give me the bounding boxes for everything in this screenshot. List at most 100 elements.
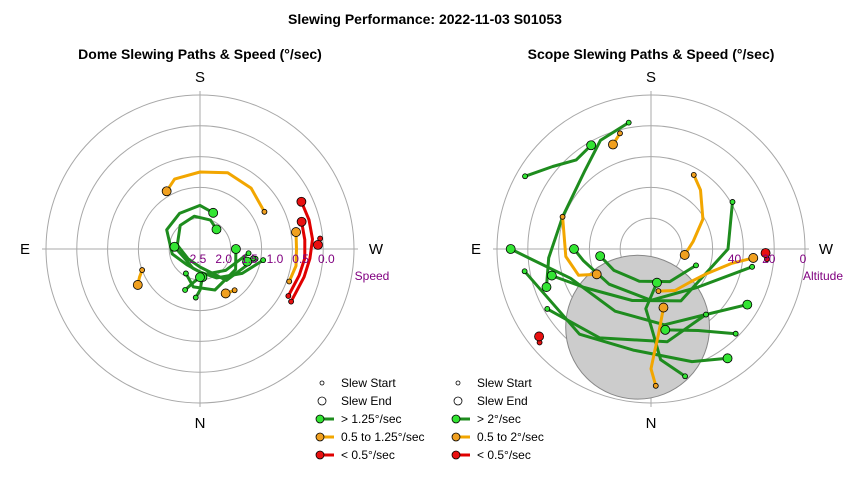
scope-slew-start-point: [521, 268, 528, 275]
scope-legend: Slew Start Slew End > 2°/sec 0.5 to 2°/sec <…: [451, 376, 544, 462]
scope-slew-start-point: [544, 305, 551, 312]
scope-slew-path: [523, 269, 730, 364]
dome-slew-start-point: [182, 270, 189, 277]
dome-slew-end-point: [220, 288, 231, 299]
dome-slew-end-point: [242, 256, 252, 267]
dome-slew-end-point: [161, 186, 172, 197]
dome-radial-tick-label: 0.0: [318, 252, 335, 266]
scope-slew-end-point: [569, 244, 579, 254]
dome-radial-tick-label: 1.0: [267, 252, 284, 266]
dome-slew-start-point: [286, 278, 293, 285]
dome-radial-tick-label: 0.5: [292, 252, 309, 266]
dome-direction-bottom: N: [195, 415, 206, 432]
scope-legend-label: Slew End: [477, 394, 528, 408]
scope-slew-end-point: [505, 244, 516, 254]
dome-legend-marker-symbol: [315, 432, 325, 442]
scope-polar-chart: Scope Slewing Paths & Speed (°/sec) S W …: [451, 46, 843, 462]
dome-direction-left: E: [20, 241, 30, 258]
dome-slew-end-point: [231, 244, 241, 254]
scope-slew-paths: [509, 121, 769, 388]
dome-slew-start-point: [245, 250, 252, 257]
scope-legend-marker-symbol: [451, 450, 461, 460]
dome-legend-label: Slew End: [341, 394, 392, 408]
scope-legend-marker-symbol: [451, 414, 461, 424]
dome-slew-end-point: [169, 241, 180, 252]
dome-slew-start-point: [285, 293, 292, 299]
scope-slew-path: [656, 256, 755, 293]
scope-slew-start-point: [655, 288, 662, 295]
dome-slew-end-point: [132, 280, 143, 290]
dome-slew-start-point: [260, 257, 267, 264]
scope-direction-bottom: N: [646, 415, 657, 432]
dome-slew-path: [287, 230, 298, 283]
scope-radial-tick-label: 0: [800, 252, 807, 266]
scope-slew-path: [509, 247, 708, 327]
dome-radial-ticks: 2.5 2.0 1.5 1.0 0.5 0.0: [190, 252, 335, 266]
scope-radial-tick-label: 20: [762, 252, 776, 266]
dome-slew-markers: [132, 186, 324, 305]
dome-slew-path: [289, 200, 314, 304]
scope-slew-start-point: [559, 213, 566, 220]
dome-slew-end-point: [195, 272, 205, 283]
dome-slew-path: [165, 170, 266, 214]
scope-slew-end-point: [546, 270, 557, 281]
scope-slew-start-point: [729, 199, 736, 205]
scope-slew-path: [649, 306, 665, 388]
scope-chart-title: Scope Slewing Paths & Speed (°/sec): [528, 46, 775, 62]
dome-direction-right: W: [369, 241, 384, 258]
scope-slew-start-point: [749, 263, 756, 270]
scope-slew-start-point: [625, 119, 632, 126]
scope-direction-right: W: [819, 241, 834, 258]
scope-slew-end-point: [679, 250, 690, 260]
dome-radial-axis-label: Speed: [355, 269, 390, 283]
dome-slew-path: [172, 245, 251, 276]
dome-radial-tick-label: 2.5: [190, 252, 207, 266]
dome-slew-end-point: [313, 239, 323, 250]
scope-slew-start-point: [682, 373, 689, 380]
scope-slew-start-point: [522, 173, 528, 180]
dome-legend-marker-symbol: [315, 450, 325, 460]
scope-legend-end-symbol: [453, 396, 463, 406]
scope-legend-label: < 0.5°/sec: [477, 448, 531, 462]
dome-slew-start-point: [288, 298, 294, 305]
scope-slew-end-point: [760, 248, 771, 258]
scope-slew-path: [561, 215, 599, 277]
scope-radial-axis-label: Altitude: [803, 269, 843, 283]
scope-slew-start-point: [652, 382, 659, 389]
scope-slew-end-point: [595, 251, 606, 262]
scope-slew-end-point: [534, 331, 544, 342]
scope-slew-path: [598, 254, 698, 284]
scope-slew-start-point: [690, 172, 697, 178]
scope-slew-path: [523, 143, 593, 178]
scope-slew-markers: [505, 119, 771, 389]
dome-direction-top: S: [195, 69, 205, 86]
dome-radial-tick-label: 1.5: [241, 252, 258, 266]
dome-legend-label: Slew Start: [341, 376, 396, 390]
dome-legend-label: < 0.5°/sec: [341, 448, 395, 462]
scope-slew-path: [545, 303, 749, 344]
scope-slew-start-point: [693, 262, 699, 269]
scope-slew-end-point: [652, 277, 662, 288]
scope-legend-label: 0.5 to 2°/sec: [477, 430, 544, 444]
scope-legend-start-symbol: [455, 380, 461, 386]
scope-slew-end-point: [541, 282, 552, 292]
scope-slew-start-point: [732, 330, 739, 337]
dome-legend-label: > 1.25°/sec: [341, 412, 402, 426]
scope-slew-end-point: [608, 139, 618, 150]
scope-radial-tick-label: 40: [728, 252, 742, 266]
dome-slew-end-point: [211, 224, 222, 235]
dome-slew-start-point: [261, 208, 268, 215]
dome-legend-label: 0.5 to 1.25°/sec: [341, 430, 425, 444]
dome-slew-end-point: [296, 216, 307, 227]
scope-slew-end-point: [722, 353, 733, 364]
dome-slew-start-point: [139, 267, 146, 273]
scope-slew-end-point: [742, 299, 753, 310]
scope-slew-path: [550, 200, 734, 303]
dome-slew-end-point: [208, 207, 219, 218]
figure-title: Slewing Performance: 2022-11-03 S01053: [288, 11, 562, 27]
dome-slew-path: [184, 247, 238, 292]
dome-slew-start-point: [192, 294, 199, 301]
dome-polar-chart: Dome Slewing Paths & Speed (°/sec) S W N…: [20, 46, 425, 462]
dome-slew-end-point: [296, 196, 307, 207]
